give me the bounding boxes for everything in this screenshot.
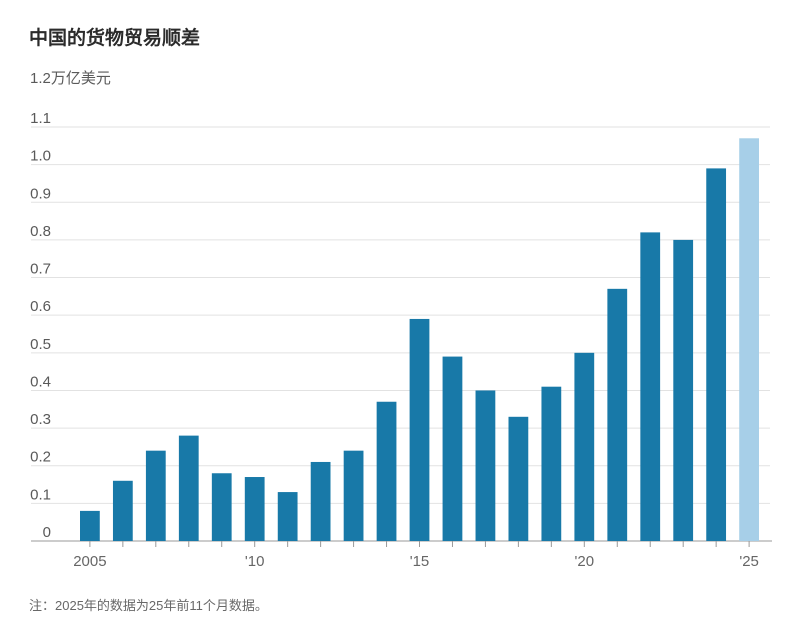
svg-text:0.9: 0.9: [30, 185, 51, 202]
svg-text:0.1: 0.1: [30, 486, 51, 503]
svg-text:1.0: 1.0: [30, 148, 51, 165]
svg-text:0.4: 0.4: [30, 373, 51, 390]
svg-text:0.7: 0.7: [30, 261, 51, 278]
svg-text:0.3: 0.3: [30, 411, 51, 428]
svg-text:'25: '25: [739, 553, 759, 570]
svg-text:'20: '20: [575, 553, 595, 570]
svg-text:'15: '15: [410, 553, 430, 570]
svg-text:0.6: 0.6: [30, 298, 51, 315]
svg-text:1.1: 1.1: [30, 110, 51, 127]
svg-text:2005: 2005: [73, 553, 106, 570]
svg-text:0.8: 0.8: [30, 223, 51, 240]
svg-text:0.5: 0.5: [30, 336, 51, 353]
svg-text:'10: '10: [245, 553, 265, 570]
svg-text:0: 0: [43, 524, 51, 541]
svg-text:0.2: 0.2: [30, 449, 51, 466]
